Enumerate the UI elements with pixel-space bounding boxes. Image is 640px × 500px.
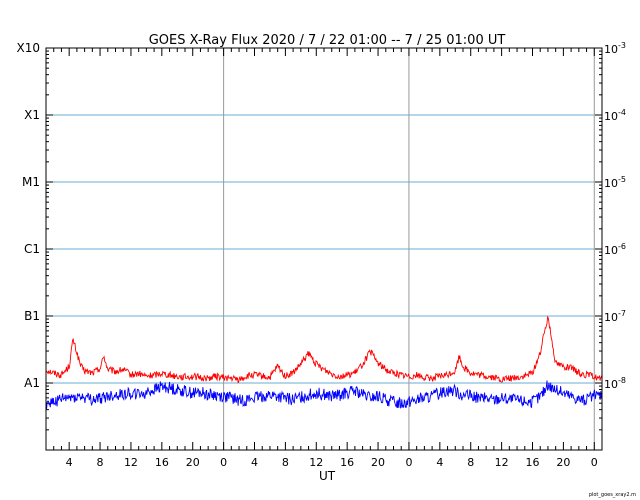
x-tick-label: 16	[526, 456, 540, 469]
x-tick-label: 16	[340, 456, 354, 469]
x-tick-label: 12	[495, 456, 509, 469]
flare-class-label: M1	[22, 175, 40, 189]
x-tick-label: 8	[282, 456, 289, 469]
flare-class-label: B1	[24, 309, 40, 323]
flux-value-label: 10-3	[604, 41, 626, 56]
flux-exponent: -4	[618, 108, 626, 117]
flux-base: 10	[604, 43, 618, 56]
flux-exponent: -3	[618, 41, 626, 50]
x-tick-label: 20	[371, 456, 385, 469]
blue-flux-series	[45, 380, 603, 410]
flux-base: 10	[604, 311, 618, 324]
x-tick-label: 4	[251, 456, 258, 469]
chart-title: GOES X-Ray Flux 2020 / 7 / 22 01:00 -- 7…	[149, 33, 506, 48]
x-tick-label: 4	[66, 456, 73, 469]
x-tick-label: 8	[97, 456, 104, 469]
flare-class-label: X10	[17, 41, 41, 55]
x-tick-label: 4	[436, 456, 443, 469]
flare-class-label: C1	[24, 242, 40, 256]
x-tick-label: 16	[155, 456, 169, 469]
x-tick-label: 20	[186, 456, 200, 469]
flux-base: 10	[604, 378, 618, 391]
flux-exponent: -6	[618, 242, 626, 251]
flux-exponent: -8	[618, 376, 626, 385]
x-tick-label: 8	[467, 456, 474, 469]
x-tick-label: 0	[591, 456, 598, 469]
flux-value-label: 10-8	[604, 376, 626, 391]
x-axis-label: UT	[319, 469, 336, 483]
x-tick-label: 0	[220, 456, 227, 469]
grid-layer	[46, 48, 602, 450]
flux-value-label: 10-7	[604, 309, 626, 324]
flux-value-label: 10-4	[604, 108, 626, 123]
flux-exponent: -5	[618, 175, 626, 184]
flux-base: 10	[604, 177, 618, 190]
x-tick-label: 12	[124, 456, 138, 469]
flare-class-label: A1	[24, 376, 40, 390]
red-flux-series	[45, 315, 603, 384]
x-tick-label: 0	[405, 456, 412, 469]
flux-base: 10	[604, 244, 618, 257]
flare-class-label: X1	[24, 108, 40, 122]
flux-value-label: 10-5	[604, 175, 626, 190]
flux-value-label: 10-6	[604, 242, 626, 257]
footer-label: plot_goes_xray2.m	[589, 492, 636, 498]
x-tick-label: 12	[309, 456, 323, 469]
axis-layer: 4 8 12 16 20 0 4 8 12 16 20 0 4 8 12 16 20 0 X10 X1 M1 C1 B1 A1…	[17, 41, 626, 469]
x-tick-label: 20	[556, 456, 570, 469]
flux-base: 10	[604, 110, 618, 123]
series-layer	[45, 315, 603, 410]
flux-exponent: -7	[618, 309, 626, 318]
